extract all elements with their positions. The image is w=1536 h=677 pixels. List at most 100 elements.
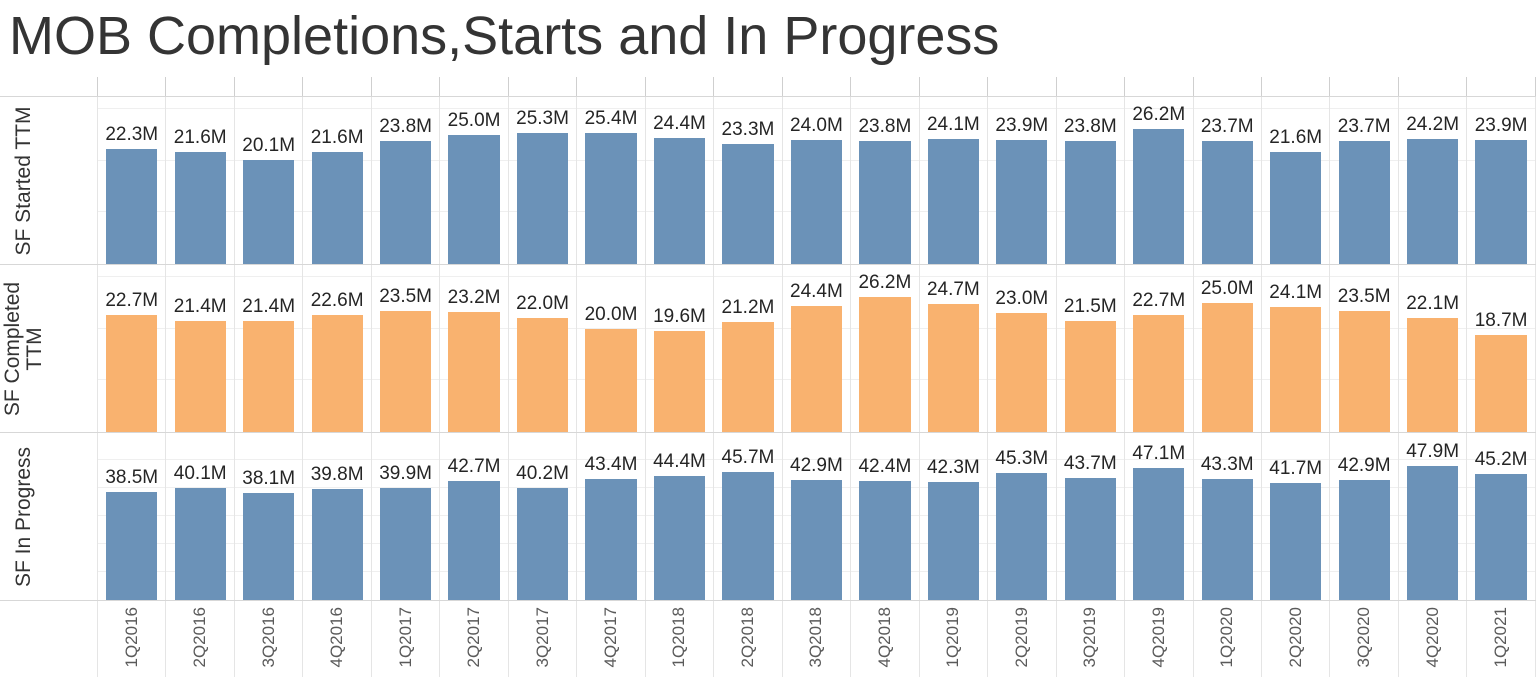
bar-value-label: 42.4M xyxy=(858,456,912,478)
bar[interactable] xyxy=(379,310,432,432)
bar[interactable] xyxy=(996,140,1048,264)
bar[interactable] xyxy=(1201,302,1253,432)
bar-value-label: 22.6M xyxy=(310,290,364,312)
bar[interactable] xyxy=(311,315,363,432)
x-axis-cell: 4Q2018 xyxy=(851,601,920,677)
bar[interactable] xyxy=(1407,138,1459,264)
bar[interactable] xyxy=(106,314,158,432)
bar[interactable] xyxy=(243,160,295,264)
bar[interactable] xyxy=(790,305,843,432)
bar[interactable] xyxy=(106,492,158,600)
bar[interactable] xyxy=(1475,335,1527,432)
bar-value-label: 25.4M xyxy=(584,107,638,129)
bar-value-label: 44.4M xyxy=(653,450,706,472)
axis-tick xyxy=(714,77,783,96)
axis-tick xyxy=(440,77,509,96)
bar[interactable] xyxy=(585,478,637,600)
bar[interactable] xyxy=(927,139,979,264)
bar[interactable] xyxy=(1338,310,1390,432)
bar[interactable] xyxy=(1133,128,1185,264)
bar[interactable] xyxy=(585,328,637,432)
axis-tick xyxy=(783,77,852,96)
bar[interactable] xyxy=(1201,478,1253,600)
bar[interactable] xyxy=(379,140,432,264)
bar[interactable] xyxy=(174,152,226,264)
bar[interactable] xyxy=(1270,307,1322,432)
bar[interactable] xyxy=(1338,480,1390,600)
column-3Q2018: 24.0M xyxy=(783,97,852,264)
bar[interactable] xyxy=(653,475,706,600)
x-axis-label: 4Q2019 xyxy=(1148,607,1168,668)
bar[interactable] xyxy=(311,488,363,600)
bar[interactable] xyxy=(859,296,911,432)
column-4Q2018: 42.4M xyxy=(851,433,920,600)
column-4Q2020: 22.1M xyxy=(1399,265,1468,432)
bar[interactable] xyxy=(722,322,774,432)
bar[interactable] xyxy=(1133,468,1185,600)
bar[interactable] xyxy=(1270,483,1322,600)
bar[interactable] xyxy=(722,143,774,264)
bar[interactable] xyxy=(448,480,500,600)
axis-tick xyxy=(235,77,304,96)
bar[interactable] xyxy=(106,148,158,264)
column-2Q2019: 23.9M xyxy=(988,97,1057,264)
x-axis-cell: 1Q2018 xyxy=(646,601,715,677)
bar-value-label: 21.4M xyxy=(173,296,227,318)
column-2Q2020: 21.6M xyxy=(1262,97,1331,264)
bar[interactable] xyxy=(516,318,569,432)
bar[interactable] xyxy=(174,487,226,600)
bar[interactable] xyxy=(996,473,1048,600)
bar-value-label: 24.4M xyxy=(653,112,706,134)
column-1Q2018: 19.6M xyxy=(646,265,715,432)
axis-tick xyxy=(509,77,578,96)
bar[interactable] xyxy=(1270,152,1322,264)
bar-value-label: 20.1M xyxy=(242,135,296,157)
bar[interactable] xyxy=(379,488,432,600)
column-2Q2016: 21.4M xyxy=(166,265,235,432)
bar[interactable] xyxy=(790,480,843,600)
bar[interactable] xyxy=(1407,317,1459,432)
bar[interactable] xyxy=(585,132,637,264)
column-3Q2020: 42.9M xyxy=(1330,433,1399,600)
bar[interactable] xyxy=(516,487,569,600)
bar[interactable] xyxy=(927,304,979,432)
bar[interactable] xyxy=(243,493,295,600)
column-2Q2019: 45.3M xyxy=(988,433,1057,600)
bar-value-label: 42.3M xyxy=(926,456,980,478)
bar[interactable] xyxy=(653,330,706,432)
x-axis-label: 3Q2018 xyxy=(806,607,826,668)
bar[interactable] xyxy=(1201,141,1253,264)
bar[interactable] xyxy=(1064,477,1116,600)
bar[interactable] xyxy=(174,321,226,432)
column-1Q2019: 42.3M xyxy=(920,433,989,600)
bar[interactable] xyxy=(996,313,1048,432)
bar[interactable] xyxy=(1133,314,1185,432)
bar[interactable] xyxy=(859,140,911,264)
column-3Q2017: 22.0M xyxy=(509,265,578,432)
bar[interactable] xyxy=(653,137,706,264)
bar[interactable] xyxy=(722,472,774,600)
bar[interactable] xyxy=(448,134,500,264)
bar[interactable] xyxy=(311,152,363,264)
bar[interactable] xyxy=(243,321,295,432)
bar-value-label: 21.4M xyxy=(242,296,296,318)
bar[interactable] xyxy=(1064,320,1116,432)
bar[interactable] xyxy=(1064,140,1116,264)
bar[interactable] xyxy=(448,312,500,432)
bar[interactable] xyxy=(1338,141,1390,264)
bar[interactable] xyxy=(1475,140,1527,264)
x-axis-cell: 2Q2017 xyxy=(440,601,509,677)
x-axis-label: 3Q2019 xyxy=(1080,607,1100,668)
bar[interactable] xyxy=(927,481,979,600)
x-axis-cell: 1Q2021 xyxy=(1467,601,1536,677)
bar[interactable] xyxy=(516,133,569,264)
row-label: SF Completed TTM xyxy=(1,281,46,416)
column-1Q2021: 18.7M xyxy=(1467,265,1536,432)
bar[interactable] xyxy=(1407,466,1459,600)
plot-area: 22.3M 21.6M 20.1M 21.6M 23.8M 25.0M 25.3M 25.4M… xyxy=(97,97,1536,264)
bar[interactable] xyxy=(859,481,911,600)
plot-area: 22.7M 21.4M 21.4M 22.6M 23.5M 23.2M 22.0M 20.0M… xyxy=(97,265,1536,432)
column-1Q2017: 39.9M xyxy=(372,433,441,600)
bar[interactable] xyxy=(790,139,843,264)
bar[interactable] xyxy=(1475,473,1527,600)
